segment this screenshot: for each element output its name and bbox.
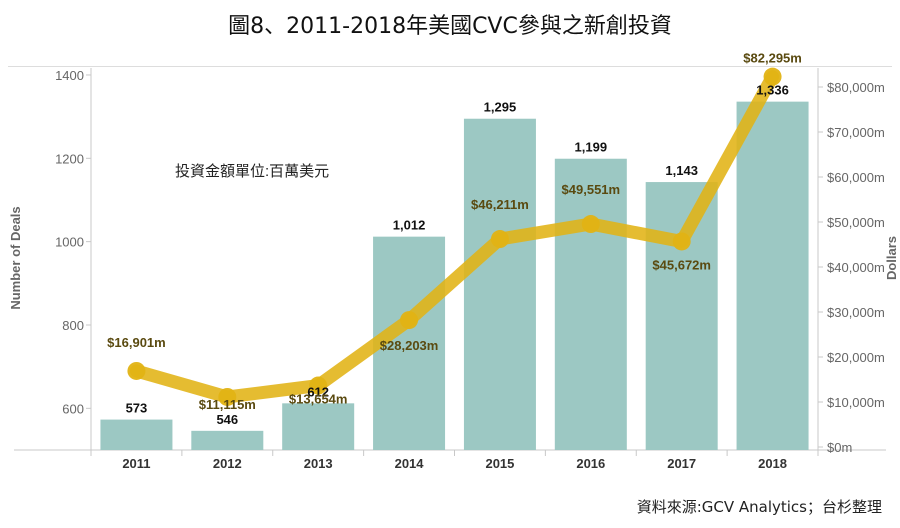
chart-title: 圖8、2011-2018年美國CVC參與之新創投資 — [228, 14, 672, 39]
bar — [100, 419, 173, 450]
bar-value-label: 1,295 — [484, 100, 517, 115]
x-tick-label: 2011 — [122, 456, 150, 471]
line-value-label: $45,672m — [652, 257, 711, 272]
y-left-axis-title: Number of Deals — [8, 206, 23, 309]
y-right-tick-label: $60,000m — [827, 170, 885, 185]
line-point — [218, 387, 237, 406]
line-point — [309, 376, 328, 395]
x-tick-label: 2017 — [667, 456, 696, 471]
y-right-tick-label: $50,000m — [827, 215, 885, 230]
y-left-tick-label: 1000 — [55, 235, 84, 250]
y-left-tick-label: 600 — [62, 401, 84, 416]
bar — [736, 101, 809, 451]
line-point — [490, 230, 509, 249]
y-right-tick-label: $0m — [827, 440, 852, 455]
y-left-tick-label: 1400 — [55, 68, 84, 83]
line-point — [127, 361, 146, 380]
dollars-line — [129, 70, 780, 404]
bar-value-label: 1,012 — [393, 218, 426, 233]
line-point — [400, 311, 419, 330]
x-tick-label: 2012 — [213, 456, 242, 471]
y-right-tick-label: $80,000m — [827, 80, 885, 95]
bar-value-label: 1,336 — [756, 83, 789, 98]
title-divider — [8, 66, 892, 67]
x-tick-label: 2016 — [576, 456, 605, 471]
line-value-label: $13,654m — [289, 392, 348, 407]
x-tick-label: 2013 — [304, 456, 333, 471]
x-tick-label: 2014 — [395, 456, 425, 471]
line-point — [763, 67, 782, 86]
y-left-tick-label: 800 — [62, 318, 84, 333]
line-value-label: $11,115m — [199, 397, 256, 412]
bar — [645, 182, 718, 451]
line-value-label: $49,551m — [562, 182, 621, 197]
y-right-tick-label: $10,000m — [827, 395, 885, 410]
line-value-label: $16,901m — [107, 335, 166, 350]
bar-value-label: 546 — [216, 412, 238, 427]
x-tick-label: 2015 — [485, 456, 514, 471]
line-value-label: $46,211m — [471, 197, 529, 212]
line-point — [672, 232, 691, 251]
y-right-tick-label: $70,000m — [827, 125, 885, 140]
bar-value-label: 612 — [307, 384, 329, 399]
bar — [554, 158, 627, 451]
x-tick-label: 2018 — [758, 456, 787, 471]
bar — [191, 430, 264, 450]
bar — [463, 118, 536, 450]
y-right-tick-label: $40,000m — [827, 260, 885, 275]
bar-value-label: 1,199 — [575, 140, 608, 155]
bar-value-label: 573 — [126, 401, 148, 416]
y-right-tick-label: $20,000m — [827, 350, 885, 365]
bar — [282, 403, 355, 450]
y-right-axis-title: Dollars — [884, 236, 899, 280]
bar-value-label: 1,143 — [665, 163, 698, 178]
line-value-label: $28,203m — [380, 338, 439, 353]
source-note: 資料來源:GCV Analytics；台杉整理 — [636, 498, 882, 516]
line-point — [581, 215, 600, 234]
y-right-tick-label: $30,000m — [827, 305, 885, 320]
line-value-label: $82,295m — [743, 51, 802, 66]
unit-annotation: 投資金額單位:百萬美元 — [175, 163, 329, 180]
y-left-tick-label: 1200 — [55, 151, 84, 166]
